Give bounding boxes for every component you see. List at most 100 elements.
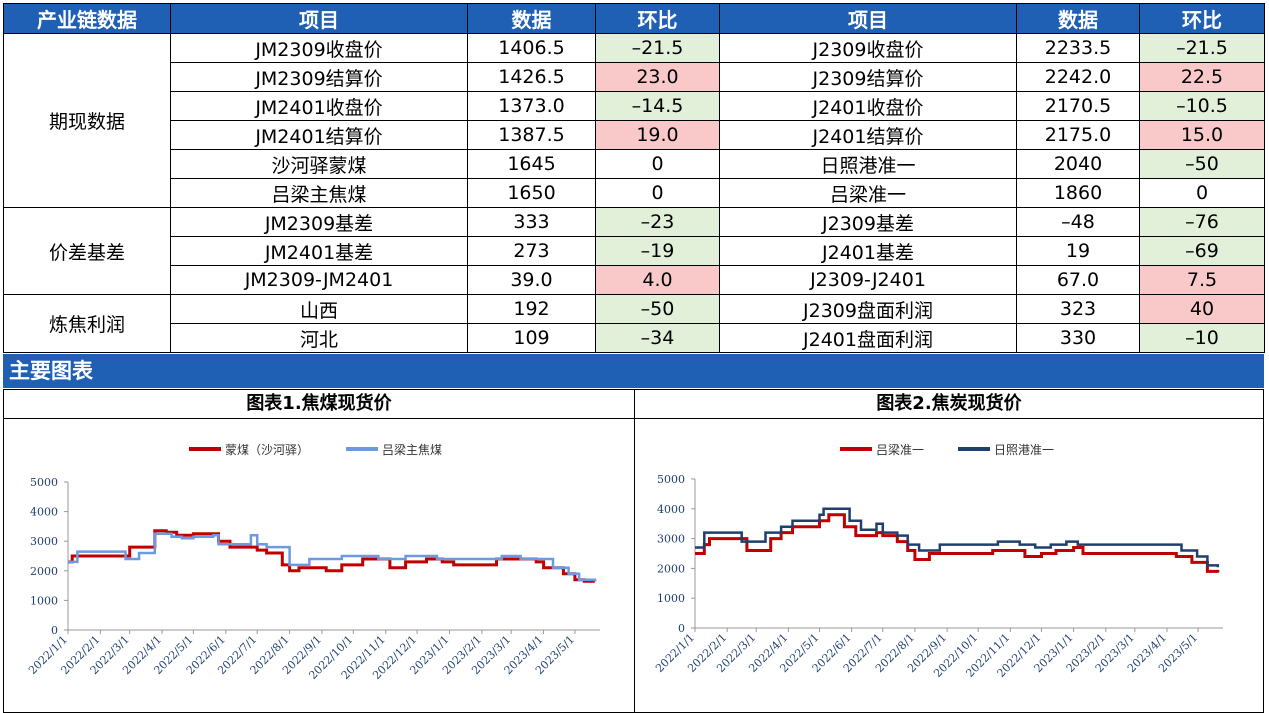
table-row: 河北 109 –34 J2401盘面利润 330 –10 bbox=[4, 323, 1265, 353]
row-item: 吕梁主焦煤 bbox=[170, 178, 468, 208]
y-tick-label: 1000 bbox=[657, 592, 685, 605]
row-value: 2040 bbox=[1016, 149, 1140, 179]
row-item: 日照港准一 bbox=[719, 149, 1017, 179]
group-label: 炼焦利润 bbox=[3, 294, 171, 353]
table-row: 炼焦利润 山西 192 –50 J2309盘面利润 323 40 bbox=[3, 294, 1265, 353]
row-change: 40 bbox=[1139, 294, 1265, 324]
row-change: 23.0 bbox=[595, 62, 720, 92]
row-change: 15.0 bbox=[1139, 120, 1265, 150]
series-line bbox=[68, 532, 597, 582]
row-item: J2401收盘价 bbox=[719, 91, 1017, 121]
table-row: 吕梁主焦煤 1650 0 吕梁准一 1860 0 bbox=[4, 178, 1265, 208]
industry-data-table: 产业链数据 项目 数据 环比 项目 数据 环比 期现数据 JM2309收盘价 140… bbox=[3, 3, 1265, 353]
row-change: 7.5 bbox=[1139, 265, 1265, 295]
row-value: 2170.5 bbox=[1016, 91, 1140, 121]
chart-svg: 0100020003000400050002022/1/12022/2/1202… bbox=[26, 442, 600, 682]
legend-label: 吕梁主焦煤 bbox=[382, 442, 442, 457]
row-item: JM2309结算价 bbox=[170, 62, 468, 92]
row-value: 323 bbox=[1016, 294, 1140, 324]
table-row: JM2401基差 273 –19 J2401基差 19 –69 bbox=[4, 236, 1265, 266]
row-item: 山西 bbox=[170, 294, 468, 324]
table-row: JM2401结算价 1387.5 19.0 J2401结算价 2175.0 15.0 bbox=[4, 120, 1265, 150]
row-change: 22.5 bbox=[1139, 62, 1265, 92]
legend-label: 日照港准一 bbox=[994, 443, 1054, 457]
row-change: –10 bbox=[1139, 323, 1265, 353]
row-item: J2309结算价 bbox=[719, 62, 1017, 92]
y-tick-label: 4000 bbox=[657, 503, 685, 516]
table-row: JM2401收盘价 1373.0 –14.5 J2401收盘价 2170.5 –10.5 bbox=[4, 91, 1265, 121]
legend-label: 蒙煤（沙河驿） bbox=[225, 443, 309, 457]
row-value: 1387.5 bbox=[467, 120, 596, 150]
row-item: JM2401基差 bbox=[170, 236, 468, 266]
section-title-bar: 主要图表 bbox=[3, 354, 1264, 388]
y-tick-label: 5000 bbox=[30, 476, 58, 489]
row-change: –10.5 bbox=[1139, 91, 1265, 121]
row-item: J2401基差 bbox=[719, 236, 1017, 266]
row-item: JM2309基差 bbox=[170, 207, 468, 237]
group-label: 价差基差 bbox=[3, 207, 171, 295]
legend-label: 吕梁准一 bbox=[876, 442, 924, 457]
row-change: 0 bbox=[595, 178, 720, 208]
row-item: 吕梁准一 bbox=[719, 178, 1017, 208]
row-change: –23 bbox=[595, 207, 720, 237]
row-item: J2401盘面利润 bbox=[719, 323, 1017, 353]
chart-panel-2: 图表2.焦炭现货价 0 1000 2000 3000 4000 5000 2022/1/1 2… bbox=[634, 389, 1264, 713]
row-item: JM2401结算价 bbox=[170, 120, 468, 150]
row-value: 1426.5 bbox=[467, 62, 596, 92]
group-label: 期现数据 bbox=[3, 33, 171, 208]
header-item-left: 项目 bbox=[170, 3, 468, 34]
table-row: 沙河驿蒙煤 1645 0 日照港准一 2040 –50 bbox=[4, 149, 1265, 179]
row-value: 109 bbox=[467, 323, 596, 353]
row-change: –21.5 bbox=[595, 33, 720, 63]
series-line bbox=[695, 507, 1220, 568]
row-change: 4.0 bbox=[595, 265, 720, 295]
row-item: J2309收盘价 bbox=[719, 33, 1017, 63]
row-change: –34 bbox=[595, 323, 720, 353]
row-change: –14.5 bbox=[595, 91, 720, 121]
row-item: J2309盘面利润 bbox=[719, 294, 1017, 324]
table-row: JM2309-JM2401 39.0 4.0 J2309-J2401 67.0 7.5 bbox=[4, 265, 1265, 295]
header-change-left: 环比 bbox=[595, 3, 720, 34]
header-value-right: 数据 bbox=[1016, 3, 1140, 34]
table-row: 期现数据 JM2309收盘价 1406.5 –21.5 J2309收盘价 2233.5 –2… bbox=[3, 33, 1265, 208]
row-value: 67.0 bbox=[1016, 265, 1140, 295]
y-tick-label: 1000 bbox=[30, 594, 58, 607]
row-change: –50 bbox=[1139, 149, 1265, 179]
row-item: 沙河驿蒙煤 bbox=[170, 149, 468, 179]
row-value: 2242.0 bbox=[1016, 62, 1140, 92]
y-tick-label: 0 bbox=[678, 622, 685, 635]
y-tick-label: 4000 bbox=[30, 506, 58, 519]
row-value: 333 bbox=[467, 207, 596, 237]
header-value-left: 数据 bbox=[467, 3, 596, 34]
row-change: –69 bbox=[1139, 236, 1265, 266]
row-item: 河北 bbox=[170, 323, 468, 353]
y-tick-label: 2000 bbox=[30, 565, 58, 578]
table-row: 价差基差 JM2309基差 333 –23 J2309基差 –48 –76 bbox=[3, 207, 1265, 295]
y-tick-label: 3000 bbox=[657, 533, 685, 546]
y-tick-label: 5000 bbox=[657, 473, 685, 486]
row-change: –76 bbox=[1139, 207, 1265, 237]
y-tick-label: 0 bbox=[51, 624, 58, 637]
row-value: 273 bbox=[467, 236, 596, 266]
row-change: 19.0 bbox=[595, 120, 720, 150]
header-industry-data: 产业链数据 bbox=[3, 3, 171, 34]
row-item: J2401结算价 bbox=[719, 120, 1017, 150]
row-value: 1860 bbox=[1016, 178, 1140, 208]
y-tick-label: 2000 bbox=[657, 562, 685, 575]
chart-panel-1: 图表1.焦煤现货价 0 1000 2000 3000 4000 5000 2022/1/1 2… bbox=[3, 389, 635, 713]
row-change: –50 bbox=[595, 294, 720, 324]
row-value: 1406.5 bbox=[467, 33, 596, 63]
row-value: 192 bbox=[467, 294, 596, 324]
y-tick-label: 3000 bbox=[30, 535, 58, 548]
row-change: –21.5 bbox=[1139, 33, 1265, 63]
row-value: –48 bbox=[1016, 207, 1140, 237]
table-header-row: 产业链数据 项目 数据 环比 项目 数据 环比 bbox=[3, 3, 1265, 34]
row-item: J2309基差 bbox=[719, 207, 1017, 237]
table-row: JM2309结算价 1426.5 23.0 J2309结算价 2242.0 22.5 bbox=[4, 62, 1265, 92]
chart-title: 图表2.焦炭现货价 bbox=[635, 390, 1263, 419]
row-value: 19 bbox=[1016, 236, 1140, 266]
header-item-right: 项目 bbox=[719, 3, 1017, 34]
row-value: 1645 bbox=[467, 149, 596, 179]
row-item: JM2309收盘价 bbox=[170, 33, 468, 63]
row-item: JM2401收盘价 bbox=[170, 91, 468, 121]
